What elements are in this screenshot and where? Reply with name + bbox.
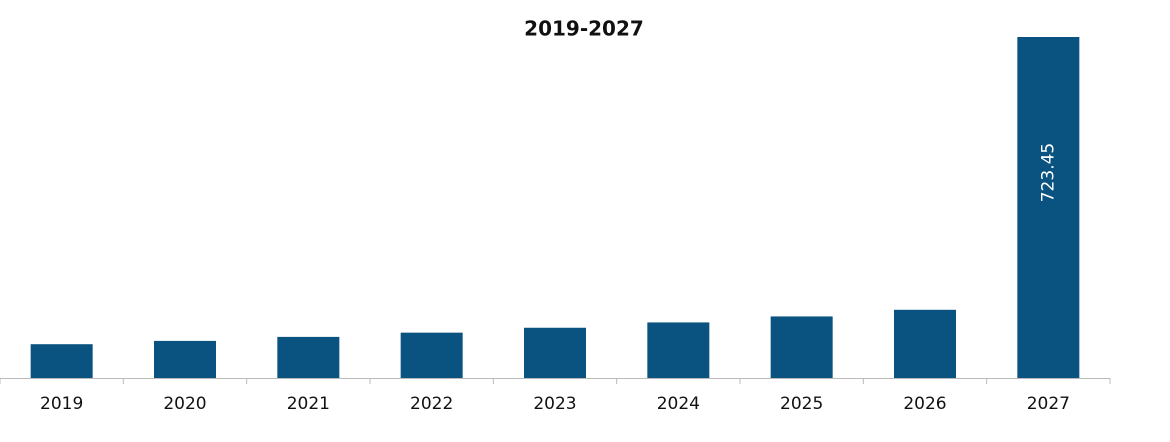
- bar: [277, 336, 340, 378]
- bar: [894, 309, 956, 378]
- bar: [400, 332, 463, 378]
- x-tick-label: 2021: [287, 394, 330, 414]
- bar: [770, 316, 833, 378]
- x-tick-label: 2024: [657, 394, 700, 414]
- chart-title: 2019-2027: [524, 17, 644, 41]
- bar: [647, 322, 710, 378]
- bar: [30, 344, 93, 378]
- x-tick-label: 2020: [163, 394, 206, 414]
- data-label: 723.45: [1038, 143, 1058, 202]
- x-tick-label: 2025: [780, 394, 823, 414]
- bar: [524, 327, 586, 378]
- x-tick-label: 2026: [903, 394, 946, 414]
- x-tick-label: 2019: [40, 394, 83, 414]
- x-tick-label: 2023: [533, 394, 576, 414]
- x-tick-label: 2022: [410, 394, 453, 414]
- bar: [154, 340, 216, 378]
- x-tick-label: 2027: [1027, 394, 1070, 414]
- bar: [1017, 37, 1080, 378]
